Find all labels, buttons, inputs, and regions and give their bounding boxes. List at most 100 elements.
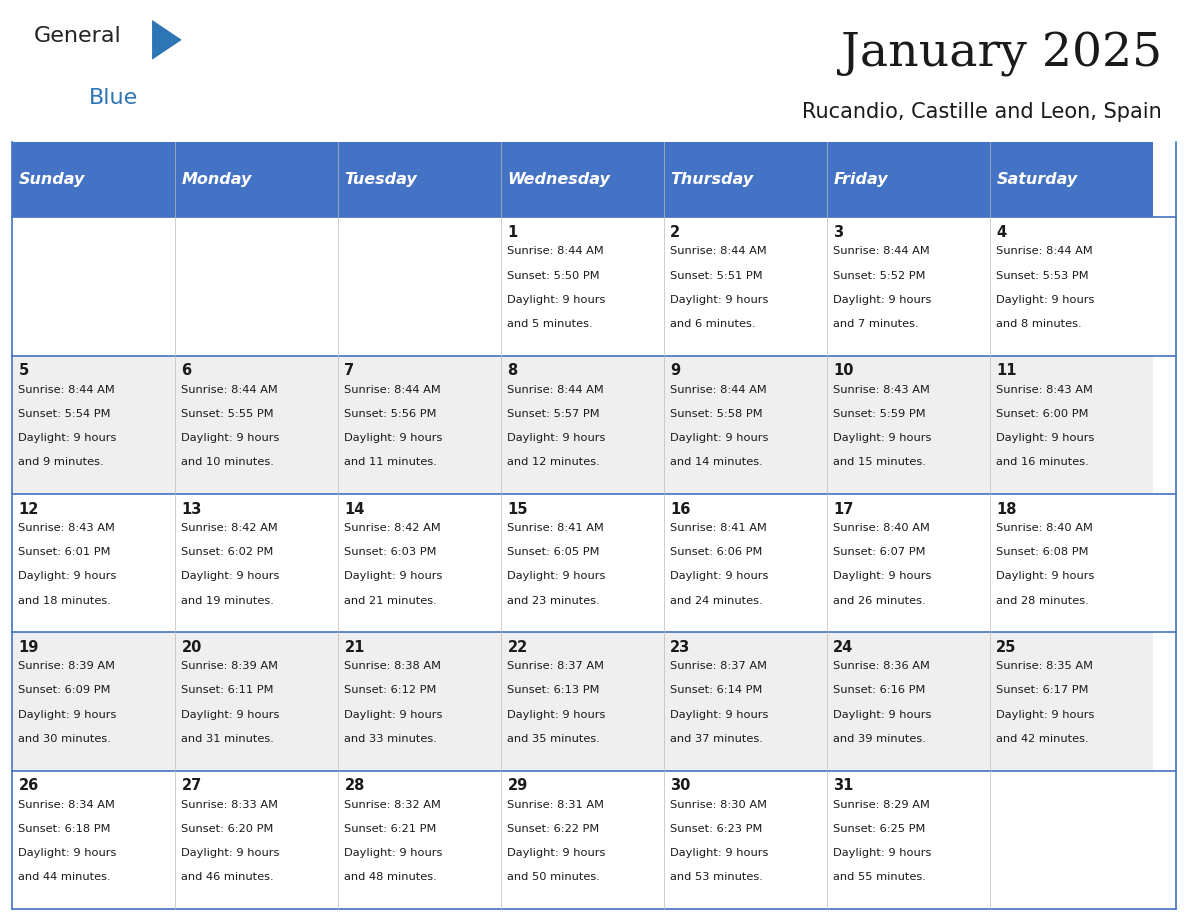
- Text: and 37 minutes.: and 37 minutes.: [670, 733, 763, 744]
- Text: Daylight: 9 hours: Daylight: 9 hours: [345, 848, 443, 858]
- Bar: [12, 494, 175, 633]
- Text: 3: 3: [833, 225, 843, 240]
- Text: and 28 minutes.: and 28 minutes.: [997, 596, 1089, 606]
- Text: Sunset: 5:52 PM: Sunset: 5:52 PM: [833, 271, 925, 281]
- Bar: [990, 142, 1152, 218]
- Text: Daylight: 9 hours: Daylight: 9 hours: [18, 710, 116, 720]
- Text: Sunrise: 8:37 AM: Sunrise: 8:37 AM: [507, 661, 605, 671]
- Bar: [990, 494, 1152, 633]
- Text: Sunrise: 8:41 AM: Sunrise: 8:41 AM: [507, 523, 605, 533]
- Text: Sunset: 5:53 PM: Sunset: 5:53 PM: [997, 271, 1089, 281]
- Text: Sunset: 6:20 PM: Sunset: 6:20 PM: [182, 823, 273, 834]
- Text: Sunrise: 8:29 AM: Sunrise: 8:29 AM: [833, 800, 930, 810]
- Text: 1: 1: [507, 225, 518, 240]
- Text: Sunrise: 8:44 AM: Sunrise: 8:44 AM: [997, 246, 1093, 256]
- Text: Sunset: 6:22 PM: Sunset: 6:22 PM: [507, 823, 600, 834]
- Text: Daylight: 9 hours: Daylight: 9 hours: [345, 710, 443, 720]
- Text: 29: 29: [507, 778, 527, 793]
- Text: Sunset: 6:17 PM: Sunset: 6:17 PM: [997, 686, 1089, 696]
- Text: 10: 10: [833, 364, 854, 378]
- Text: 20: 20: [182, 640, 202, 655]
- Text: Sunrise: 8:34 AM: Sunrise: 8:34 AM: [18, 800, 115, 810]
- Text: Rucandio, Castille and Leon, Spain: Rucandio, Castille and Leon, Spain: [802, 103, 1162, 122]
- Text: Sunset: 5:56 PM: Sunset: 5:56 PM: [345, 409, 437, 419]
- Text: Daylight: 9 hours: Daylight: 9 hours: [833, 710, 931, 720]
- Text: 18: 18: [997, 501, 1017, 517]
- Text: Daylight: 9 hours: Daylight: 9 hours: [507, 433, 606, 443]
- Text: Daylight: 9 hours: Daylight: 9 hours: [997, 295, 1094, 305]
- Text: Sunrise: 8:43 AM: Sunrise: 8:43 AM: [18, 523, 115, 533]
- Text: Daylight: 9 hours: Daylight: 9 hours: [18, 433, 116, 443]
- Text: 30: 30: [670, 778, 690, 793]
- Text: Daylight: 9 hours: Daylight: 9 hours: [997, 571, 1094, 581]
- Bar: [827, 355, 990, 494]
- Text: and 23 minutes.: and 23 minutes.: [507, 596, 600, 606]
- Bar: [501, 770, 664, 909]
- Text: Tuesday: Tuesday: [345, 173, 417, 187]
- Text: 17: 17: [833, 501, 854, 517]
- Text: Sunset: 5:55 PM: Sunset: 5:55 PM: [182, 409, 274, 419]
- Text: Sunset: 5:50 PM: Sunset: 5:50 PM: [507, 271, 600, 281]
- Text: Daylight: 9 hours: Daylight: 9 hours: [507, 295, 606, 305]
- Text: Sunrise: 8:44 AM: Sunrise: 8:44 AM: [670, 246, 767, 256]
- Text: and 30 minutes.: and 30 minutes.: [18, 733, 112, 744]
- Text: Sunrise: 8:41 AM: Sunrise: 8:41 AM: [670, 523, 767, 533]
- Text: Daylight: 9 hours: Daylight: 9 hours: [18, 848, 116, 858]
- Bar: [664, 355, 827, 494]
- Text: Sunset: 6:07 PM: Sunset: 6:07 PM: [833, 547, 925, 557]
- Text: 8: 8: [507, 364, 518, 378]
- Bar: [337, 494, 501, 633]
- Text: Daylight: 9 hours: Daylight: 9 hours: [997, 710, 1094, 720]
- Bar: [501, 142, 664, 218]
- Text: and 48 minutes.: and 48 minutes.: [345, 872, 437, 882]
- Text: Sunrise: 8:44 AM: Sunrise: 8:44 AM: [18, 385, 115, 395]
- Text: Daylight: 9 hours: Daylight: 9 hours: [833, 295, 931, 305]
- Text: Sunrise: 8:40 AM: Sunrise: 8:40 AM: [997, 523, 1093, 533]
- Text: and 12 minutes.: and 12 minutes.: [507, 457, 600, 467]
- Bar: [501, 355, 664, 494]
- Text: Sunrise: 8:39 AM: Sunrise: 8:39 AM: [182, 661, 278, 671]
- Text: and 44 minutes.: and 44 minutes.: [18, 872, 110, 882]
- Text: Daylight: 9 hours: Daylight: 9 hours: [18, 571, 116, 581]
- Text: 5: 5: [18, 364, 29, 378]
- Text: and 33 minutes.: and 33 minutes.: [345, 733, 437, 744]
- Text: and 19 minutes.: and 19 minutes.: [182, 596, 274, 606]
- Bar: [664, 770, 827, 909]
- Bar: [664, 218, 827, 355]
- Text: Daylight: 9 hours: Daylight: 9 hours: [345, 571, 443, 581]
- Text: Thursday: Thursday: [670, 173, 753, 187]
- Text: Daylight: 9 hours: Daylight: 9 hours: [670, 848, 769, 858]
- Text: Sunset: 6:03 PM: Sunset: 6:03 PM: [345, 547, 437, 557]
- Text: Sunrise: 8:30 AM: Sunrise: 8:30 AM: [670, 800, 767, 810]
- Text: and 8 minutes.: and 8 minutes.: [997, 319, 1082, 329]
- Text: January 2025: January 2025: [841, 31, 1162, 76]
- Text: Sunset: 6:08 PM: Sunset: 6:08 PM: [997, 547, 1089, 557]
- Text: and 15 minutes.: and 15 minutes.: [833, 457, 927, 467]
- Text: Sunrise: 8:31 AM: Sunrise: 8:31 AM: [507, 800, 605, 810]
- Bar: [12, 633, 175, 770]
- Text: and 53 minutes.: and 53 minutes.: [670, 872, 763, 882]
- Text: Wednesday: Wednesday: [507, 173, 611, 187]
- Bar: [175, 770, 337, 909]
- Text: Sunday: Sunday: [18, 173, 84, 187]
- Text: Saturday: Saturday: [997, 173, 1078, 187]
- Text: Sunrise: 8:40 AM: Sunrise: 8:40 AM: [833, 523, 930, 533]
- Text: Sunset: 6:05 PM: Sunset: 6:05 PM: [507, 547, 600, 557]
- Text: Sunset: 6:02 PM: Sunset: 6:02 PM: [182, 547, 273, 557]
- Text: Sunset: 6:23 PM: Sunset: 6:23 PM: [670, 823, 763, 834]
- Text: Sunset: 6:12 PM: Sunset: 6:12 PM: [345, 686, 437, 696]
- Polygon shape: [152, 20, 182, 60]
- Bar: [501, 633, 664, 770]
- Bar: [337, 142, 501, 218]
- Bar: [337, 355, 501, 494]
- Text: Daylight: 9 hours: Daylight: 9 hours: [833, 848, 931, 858]
- Text: 2: 2: [670, 225, 681, 240]
- Bar: [990, 770, 1152, 909]
- Text: and 35 minutes.: and 35 minutes.: [507, 733, 600, 744]
- Text: 25: 25: [997, 640, 1017, 655]
- Text: and 14 minutes.: and 14 minutes.: [670, 457, 763, 467]
- Text: and 46 minutes.: and 46 minutes.: [182, 872, 274, 882]
- Text: 21: 21: [345, 640, 365, 655]
- Text: Daylight: 9 hours: Daylight: 9 hours: [182, 571, 279, 581]
- Text: Sunrise: 8:44 AM: Sunrise: 8:44 AM: [507, 385, 605, 395]
